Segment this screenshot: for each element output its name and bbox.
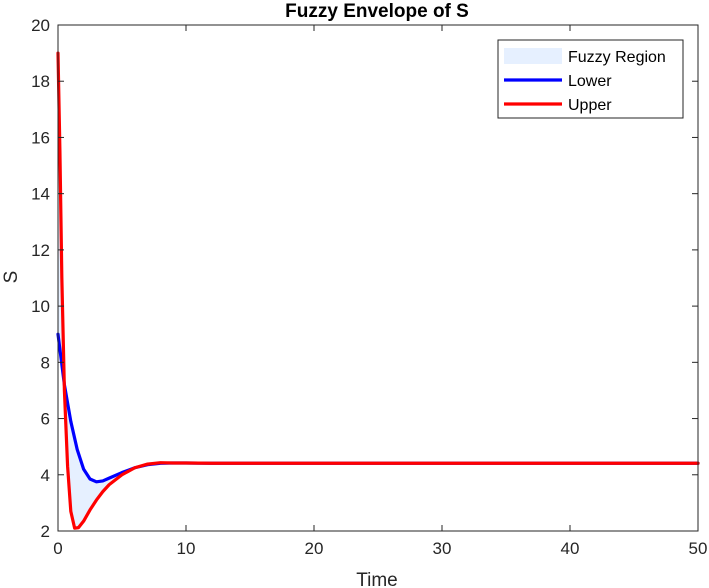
x-tick-label: 50 <box>689 539 708 558</box>
x-tick-label: 0 <box>53 539 62 558</box>
y-tick-label: 10 <box>31 297 50 316</box>
y-tick-label: 2 <box>41 522 50 541</box>
y-tick-label: 4 <box>41 466 50 485</box>
y-tick-label: 16 <box>31 128 50 147</box>
x-axis-label: Time <box>356 570 398 588</box>
x-tick-label: 20 <box>305 539 324 558</box>
y-tick-label: 8 <box>41 353 50 372</box>
y-tick-label: 6 <box>41 410 50 429</box>
axes-box <box>57 24 699 532</box>
y-axis-label: S <box>1 271 22 284</box>
x-tick-label: 10 <box>177 539 196 558</box>
legend: Fuzzy Region Lower Upper <box>497 39 684 119</box>
axes: 0 10 20 30 40 50 2 4 6 8 10 12 14 16 18 20 <box>31 16 707 558</box>
legend-swatch-fuzzy-region <box>504 48 562 64</box>
upper-series-line <box>56 51 700 530</box>
chart-title: Fuzzy Envelope of S <box>285 1 469 22</box>
x-tick-label: 30 <box>433 539 452 558</box>
x-tick-label: 40 <box>561 539 580 558</box>
y-tick-label: 12 <box>31 241 50 260</box>
y-tick-label: 14 <box>31 185 50 204</box>
y-tick-label: 20 <box>31 16 50 35</box>
legend-label: Lower <box>568 73 612 90</box>
legend-label: Upper <box>568 97 612 114</box>
plot-area <box>56 51 700 530</box>
legend-label: Fuzzy Region <box>568 49 666 66</box>
y-tick-label: 18 <box>31 72 50 91</box>
